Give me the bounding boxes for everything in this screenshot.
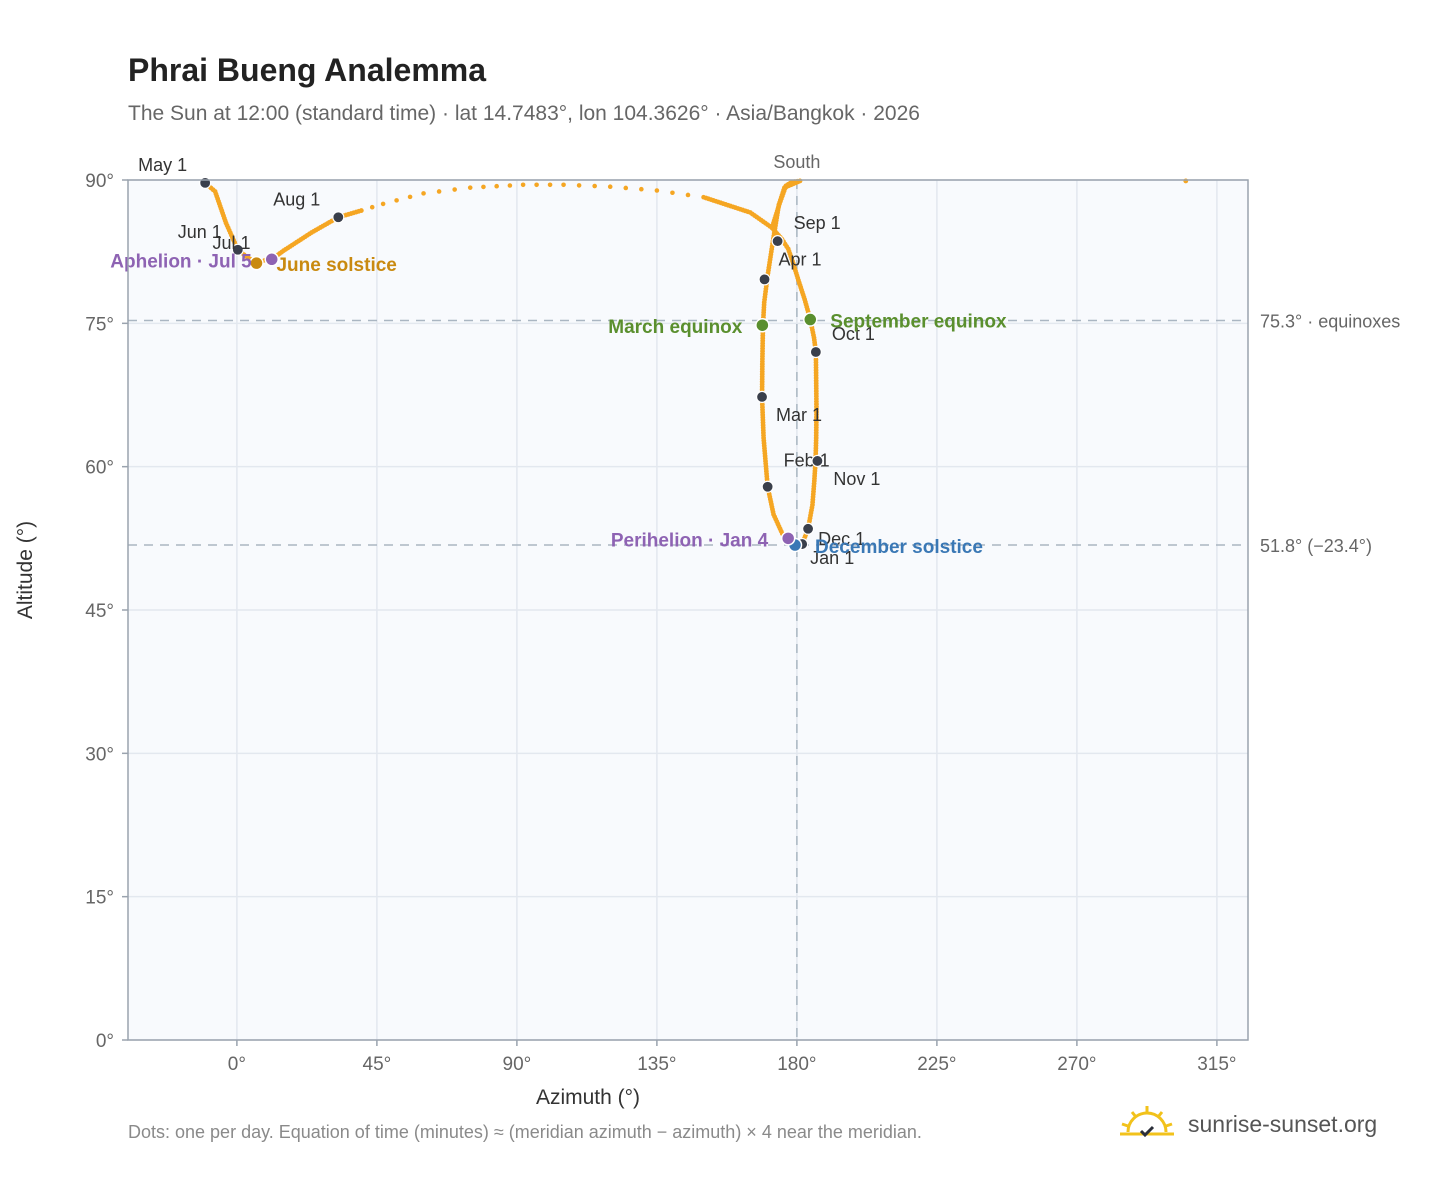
analemma-dot [547,182,553,188]
event-marker [249,255,264,271]
analemma-dot [452,187,457,192]
month-marker-label: Oct 1 [832,324,875,344]
event-label: Perihelion · Jan 4 [611,530,769,551]
month-marker-label: Jul 1 [212,233,250,253]
analemma-dot [380,201,386,207]
month-marker-label: Jan 1 [810,548,854,568]
y-tick-label: 60° [85,458,114,479]
event-marker [755,317,770,333]
month-marker [755,390,769,404]
analemma-dot [394,198,399,203]
month-marker-label: Sep 1 [794,213,841,233]
x-tick-label: 135° [637,1054,676,1075]
event-label: September equinox [830,312,1007,333]
reference-lines: 75.3° · equinoxes 51.8° (−23.4°) [128,311,1400,556]
month-marker [809,345,822,359]
event-marker [780,531,796,546]
month-marker [811,454,824,468]
x-tick-label: 315° [1197,1054,1236,1075]
y-tick-label: 0° [96,1031,114,1052]
analemma-dot [481,184,486,190]
analemma-dot [561,182,566,188]
analemma-dot [520,182,526,188]
x-tick-label: 225° [917,1054,956,1075]
analemma-dot [407,194,413,200]
analemma-dot [670,190,675,196]
y-tick-label: 90° [85,171,114,192]
analemma-dot [639,186,644,192]
y-tick-label: 15° [85,888,114,909]
x-tick-label: 90° [503,1054,532,1075]
analemma-dot [534,182,539,188]
analemma-dot [607,184,613,189]
month-marker-label: May 1 [138,155,187,175]
analemma-dot [654,188,660,193]
month-marker [771,235,784,248]
x-tick-label: 270° [1057,1054,1096,1075]
y-tick-label: 30° [85,744,114,765]
x-tick-label: 45° [363,1054,392,1075]
month-marker-label: Dec 1 [818,529,865,549]
y-tick-label: 45° [85,601,114,622]
month-marker-label: Jun 1 [178,222,222,242]
month-marker [199,176,212,189]
x-axis-title: Azimuth (°) [536,1086,640,1109]
month-marker-label: Mar 1 [776,405,822,425]
month-marker [761,480,774,493]
y-tick-label: 75° [85,314,114,335]
analemma-dot [685,192,691,198]
brand-logo[interactable]: sunrise-sunset.org [1120,1100,1377,1148]
reference-line-label: 51.8° (−23.4°) [1260,536,1372,556]
sun-icon [1120,1106,1174,1138]
month-marker [332,211,345,224]
month-marker-label: Nov 1 [833,469,880,489]
brand-text: sunrise-sunset.org [1188,1110,1378,1137]
y-axis-title: Altitude (°) [14,521,37,619]
x-tick-label: 0° [228,1054,246,1075]
event-label: March equinox [608,317,743,338]
analemma-dot [507,183,513,188]
month-marker [801,522,815,535]
event-markers: March equinox September equinox June solst… [110,251,1007,558]
axis-ticks: 0° 45° 90° 135° 180° 225° 270° 315° 0° 15° 30° 45° 6… [85,171,1236,1075]
event-marker [803,312,818,327]
analemma-dot [369,204,375,210]
month-marker-label: Apr 1 [779,249,822,269]
footnote: Dots: one per day. Equation of time (min… [128,1122,922,1142]
chart-subtitle: The Sun at 12:00 (standard time) · lat 1… [128,102,920,125]
event-label: Aphelion · Jul 5 [110,251,252,272]
month-marker [758,273,771,286]
reference-line-label: 75.3° · equinoxes [1260,311,1400,331]
event-marker [264,252,279,267]
analemma-dot [701,194,706,200]
analemma-dot [623,185,629,191]
analemma-dot [576,183,582,188]
chart-title: Phrai Bueng Analemma [128,52,487,88]
analemma-dot [421,191,426,196]
analemma-dot [436,189,442,194]
meridian-label: South [773,152,820,172]
event-label: December solstice [815,537,983,558]
month-marker [231,243,244,256]
analemma-dot [592,183,597,189]
x-tick-label: 180° [777,1054,816,1075]
analemma-dot [494,183,499,189]
event-label: June solstice [276,255,396,276]
analemma-dot [467,185,473,190]
month-marker-label: Aug 1 [273,189,320,209]
meridian-line: South [773,152,820,1040]
